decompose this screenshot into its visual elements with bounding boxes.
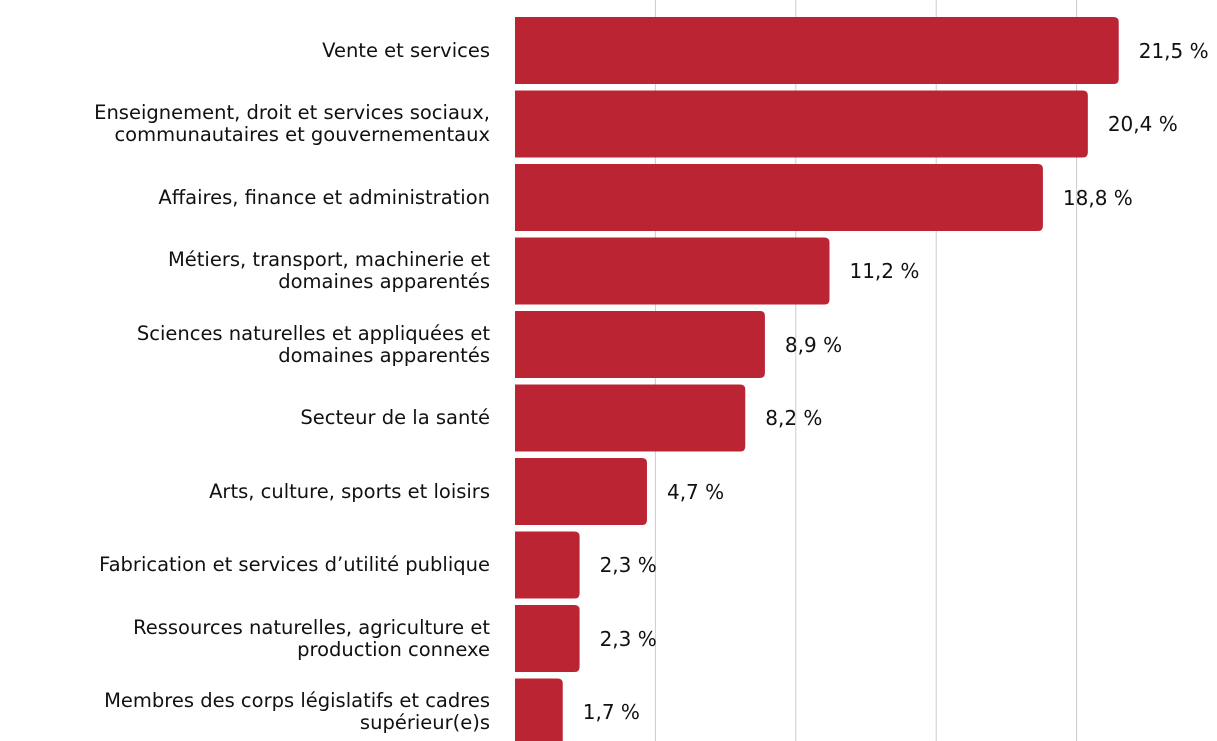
- category-label: Membres des corps législatifs et cadres …: [104, 689, 490, 734]
- value-label: 11,2 %: [849, 259, 920, 283]
- category-label: Enseignement, droit et services sociaux,…: [94, 101, 490, 146]
- category-label: Vente et services: [322, 38, 490, 62]
- bar: [515, 311, 765, 378]
- category-label: Métiers, transport, machinerie et domain…: [167, 248, 490, 293]
- value-label: 20,4 %: [1107, 112, 1178, 136]
- bar: [515, 605, 580, 672]
- value-label: 1,7 %: [582, 700, 640, 724]
- value-label: 8,2 %: [765, 406, 823, 430]
- value-label: 8,9 %: [784, 332, 843, 357]
- category-label: Secteur de la santé: [300, 406, 490, 429]
- category-label: Fabrication et services d’utilité publiq…: [99, 553, 490, 576]
- category-label: Sciences naturelles et appliquées et dom…: [136, 321, 490, 367]
- bar: [515, 237, 830, 305]
- value-label: 4,7 %: [666, 479, 725, 504]
- category-label: Ressources naturelles, agriculture et pr…: [133, 615, 490, 661]
- bar: [515, 531, 580, 599]
- bar: [515, 458, 647, 525]
- bar: [515, 678, 563, 741]
- value-label: 18,8 %: [1062, 185, 1133, 210]
- category-label: Affaires, finance et administration: [158, 185, 490, 209]
- value-label: 2,3 %: [599, 553, 657, 577]
- value-label: 21,5 %: [1138, 38, 1209, 63]
- category-label: Arts, culture, sports et loisirs: [209, 479, 490, 503]
- bar: [515, 17, 1119, 84]
- bar: [515, 384, 746, 452]
- value-label: 2,3 %: [599, 626, 657, 651]
- bar: [515, 90, 1088, 158]
- bar: [515, 164, 1043, 231]
